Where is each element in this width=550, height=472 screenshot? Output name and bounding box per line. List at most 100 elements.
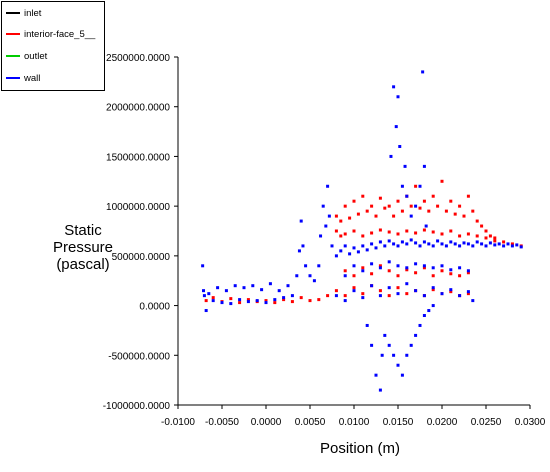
data-point-interior-face-5: [414, 231, 418, 235]
data-point-interior-face-5: [361, 266, 365, 270]
data-point-interior-face-5: [510, 242, 514, 246]
data-point-interior-face-5: [282, 298, 286, 302]
data-point-interior-face-5: [356, 212, 360, 216]
data-point-interior-face-5: [290, 300, 294, 304]
data-point-wall: [466, 242, 470, 246]
data-point-wall: [317, 264, 321, 268]
data-point-wall: [387, 286, 391, 290]
data-point-interior-face-5: [238, 301, 242, 305]
data-point-wall: [405, 194, 409, 198]
data-point-interior-face-5: [493, 239, 497, 243]
data-point-wall: [282, 296, 286, 300]
data-point-interior-face-5: [370, 272, 374, 276]
data-point-wall: [431, 244, 435, 248]
data-point-interior-face-5: [502, 240, 506, 244]
data-point-wall: [383, 244, 387, 248]
data-point-wall: [414, 262, 418, 266]
data-point-wall: [264, 301, 268, 305]
data-point-wall: [352, 246, 356, 250]
data-point-wall: [321, 204, 325, 208]
data-point-wall: [427, 242, 431, 246]
data-point-wall: [403, 164, 407, 168]
data-point-wall: [324, 224, 328, 228]
data-point-interior-face-5: [334, 214, 338, 218]
data-point-wall: [458, 266, 462, 270]
data-point-wall: [348, 252, 352, 256]
data-point-wall: [497, 242, 501, 246]
data-point-wall: [343, 244, 347, 248]
data-point-interior-face-5: [343, 204, 347, 208]
data-point-wall: [436, 239, 440, 243]
data-point-wall: [405, 242, 409, 246]
data-point-interior-face-5: [378, 196, 382, 200]
data-point-wall: [458, 294, 462, 298]
y-tick-label: 1500000.0000: [106, 152, 170, 163]
data-point-interior-face-5: [488, 234, 492, 238]
data-point-interior-face-5: [418, 206, 422, 210]
data-point-wall: [462, 241, 466, 245]
data-point-wall: [444, 244, 448, 248]
data-point-wall: [352, 289, 356, 293]
data-point-wall: [370, 242, 374, 246]
data-point-interior-face-5: [458, 234, 462, 238]
data-point-wall: [453, 242, 457, 246]
y-tick-label: 0.0000: [139, 302, 170, 313]
data-point-interior-face-5: [449, 290, 453, 294]
x-tick-label: 0.0100: [339, 417, 370, 428]
data-point-wall: [224, 289, 228, 293]
data-point-interior-face-5: [374, 214, 378, 218]
data-point-wall: [418, 184, 422, 188]
data-point-interior-face-5: [204, 299, 208, 303]
data-point-interior-face-5: [493, 236, 497, 240]
data-point-wall: [304, 264, 308, 268]
data-point-wall: [339, 249, 343, 253]
data-point-wall: [502, 244, 506, 248]
data-point-wall: [387, 343, 391, 347]
data-point-wall: [260, 288, 264, 292]
y-tick-label: 2000000.0000: [106, 103, 170, 114]
data-point-wall: [424, 224, 428, 228]
data-point-interior-face-5: [229, 297, 233, 301]
data-point-interior-face-5: [449, 199, 453, 203]
data-point-wall: [422, 240, 426, 244]
data-point-wall: [277, 289, 281, 293]
data-point-wall: [400, 373, 404, 377]
data-point-interior-face-5: [396, 286, 400, 290]
data-point-interior-face-5: [326, 294, 330, 298]
data-point-interior-face-5: [396, 274, 400, 278]
data-point-wall: [383, 333, 387, 337]
data-point-interior-face-5: [365, 209, 369, 213]
data-point-wall: [202, 294, 206, 298]
data-point-wall: [392, 242, 396, 246]
data-point-interior-face-5: [343, 269, 347, 273]
data-point-wall: [378, 294, 382, 298]
data-point-wall: [440, 242, 444, 246]
data-point-wall: [207, 292, 211, 296]
data-point-wall: [290, 294, 294, 298]
x-tick-label: 0.0150: [383, 417, 414, 428]
data-point-wall: [398, 144, 402, 148]
data-point-interior-face-5: [484, 236, 488, 240]
y-tick-label: 500000.0000: [112, 252, 171, 263]
data-point-interior-face-5: [264, 299, 268, 303]
data-point-wall: [414, 289, 418, 293]
data-point-wall: [216, 286, 220, 290]
data-point-wall: [330, 244, 334, 248]
data-point-wall: [414, 204, 418, 208]
data-point-interior-face-5: [361, 292, 365, 296]
data-point-interior-face-5: [299, 296, 303, 300]
x-axis-label: Position (m): [319, 440, 401, 457]
y-tick-label: -1000000.0000: [103, 401, 171, 412]
data-point-wall: [352, 264, 356, 268]
data-point-interior-face-5: [431, 288, 435, 292]
data-point-wall: [370, 262, 374, 266]
x-tick-label: 0.0250: [471, 417, 502, 428]
data-point-interior-face-5: [449, 272, 453, 276]
data-point-wall: [378, 266, 382, 270]
data-point-interior-face-5: [334, 289, 338, 293]
data-point-wall: [374, 373, 378, 377]
data-point-interior-face-5: [370, 231, 374, 235]
data-point-interior-face-5: [440, 269, 444, 273]
legend-label-wall: wall: [24, 72, 41, 84]
legend-item-interior-face: interior-face_5__: [6, 27, 95, 41]
